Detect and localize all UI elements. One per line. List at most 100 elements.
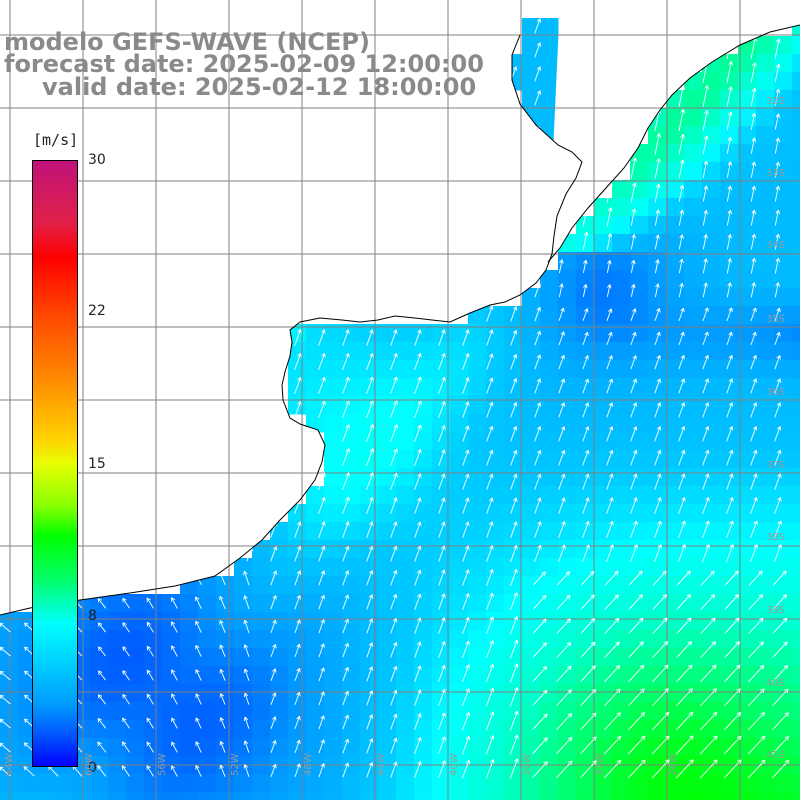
wind-arrow	[318, 667, 325, 682]
wind-arrow	[243, 644, 250, 657]
wind-arrow	[243, 619, 250, 634]
wind-speed-cell	[306, 720, 325, 739]
wind-speed-cell	[0, 648, 19, 667]
wind-speed-cell	[738, 468, 757, 487]
wind-arrow	[243, 716, 250, 729]
wind-speed-cell	[486, 540, 505, 559]
wind-speed-cell	[792, 360, 800, 379]
wind-arrow	[294, 521, 302, 538]
wind-speed-cell	[324, 360, 343, 379]
wind-arrow	[171, 717, 178, 729]
wind-arrow	[558, 354, 565, 370]
wind-arrow	[702, 282, 708, 298]
wind-speed-cell	[666, 270, 685, 289]
wind-speed-cell	[720, 144, 739, 163]
wind-speed-cell	[702, 252, 721, 271]
wind-speed-cell	[666, 504, 685, 523]
wind-speed-cell	[612, 288, 631, 307]
wind-arrow	[171, 621, 178, 633]
wind-speed-cell	[594, 198, 613, 217]
wind-arrow	[534, 473, 542, 490]
wind-speed-cell	[540, 72, 559, 91]
wind-speed-cell	[648, 360, 667, 379]
wind-speed-cell	[180, 594, 199, 613]
wind-speed-cell	[684, 270, 703, 289]
wind-speed-cell	[774, 540, 793, 559]
wind-arrow	[318, 739, 325, 754]
wind-arrow	[534, 449, 542, 466]
wind-speed-cell	[792, 54, 800, 73]
wind-speed-cell	[558, 540, 577, 559]
wind-speed-cell	[702, 126, 721, 145]
wind-arrow	[700, 617, 716, 634]
wind-speed-cell	[558, 432, 577, 451]
wind-speed-cell	[684, 144, 703, 163]
wind-speed-cell	[270, 774, 289, 793]
wind-arrow	[462, 640, 470, 659]
wind-speed-cell	[558, 360, 577, 379]
wind-speed-cell	[504, 792, 523, 800]
wind-speed-cell	[738, 774, 757, 793]
wind-speed-cell	[702, 792, 721, 800]
wind-speed-cell	[612, 720, 631, 739]
wind-arrow	[318, 496, 326, 514]
wind-arrow	[582, 544, 590, 563]
wind-speed-cell	[720, 90, 739, 109]
wind-arrow	[726, 136, 733, 154]
wind-speed-cell	[432, 486, 451, 505]
wind-speed-cell	[594, 270, 613, 289]
wind-arrow	[774, 137, 781, 154]
wind-speed-cell	[450, 558, 469, 577]
wind-speed-cell	[216, 630, 235, 649]
wind-speed-cell	[594, 378, 613, 397]
wind-speed-cell	[756, 180, 775, 199]
wind-speed-cell	[252, 558, 271, 577]
wind-speed-cell	[90, 612, 109, 631]
wind-arrow	[510, 473, 518, 490]
lat-label: 39S	[766, 605, 786, 616]
wind-speed-cell	[684, 486, 703, 505]
wind-speed-cell	[450, 504, 469, 523]
wind-arrow	[747, 688, 765, 707]
wind-arrow	[606, 520, 614, 538]
wind-arrow	[486, 687, 495, 707]
wind-speed-cell	[324, 414, 343, 433]
wind-arrow	[652, 641, 668, 659]
wind-arrow	[774, 38, 781, 59]
wind-speed-cell	[756, 126, 775, 145]
wind-speed-cell	[468, 684, 487, 703]
wind-speed-cell	[576, 360, 595, 379]
wind-speed-cell	[666, 198, 685, 217]
wind-speed-cell	[486, 360, 505, 379]
wind-speed-cell	[360, 486, 379, 505]
wind-speed-cell	[360, 774, 379, 793]
wind-speed-cell	[486, 684, 505, 703]
wind-arrow	[748, 641, 764, 659]
wind-speed-cell	[342, 540, 361, 559]
wind-arrow	[390, 424, 398, 443]
wind-speed-cell	[630, 234, 649, 253]
wind-arrow	[97, 765, 107, 777]
wind-speed-cell	[324, 630, 343, 649]
wind-speed-cell	[630, 540, 649, 559]
wind-arrow	[462, 664, 470, 683]
wind-arrow	[630, 426, 638, 442]
wind-speed-cell	[504, 432, 523, 451]
wind-arrow	[606, 260, 612, 273]
wind-arrow	[582, 308, 589, 321]
wind-arrow	[98, 670, 106, 681]
wind-arrow	[556, 736, 573, 755]
wind-speed-cell	[432, 774, 451, 793]
wind-speed-cell	[612, 306, 631, 325]
wind-arrow	[0, 646, 11, 657]
wind-arrow	[171, 645, 178, 657]
wind-speed-cell	[108, 792, 127, 800]
wind-speed-cell	[414, 576, 433, 595]
wind-speed-cell	[594, 324, 613, 343]
wind-speed-cell	[666, 540, 685, 559]
wind-speed-cell	[504, 720, 523, 739]
wind-arrow	[726, 497, 734, 514]
wind-speed-cell	[756, 612, 775, 631]
wind-speed-cell	[522, 36, 541, 55]
wind-speed-cell	[18, 684, 37, 703]
